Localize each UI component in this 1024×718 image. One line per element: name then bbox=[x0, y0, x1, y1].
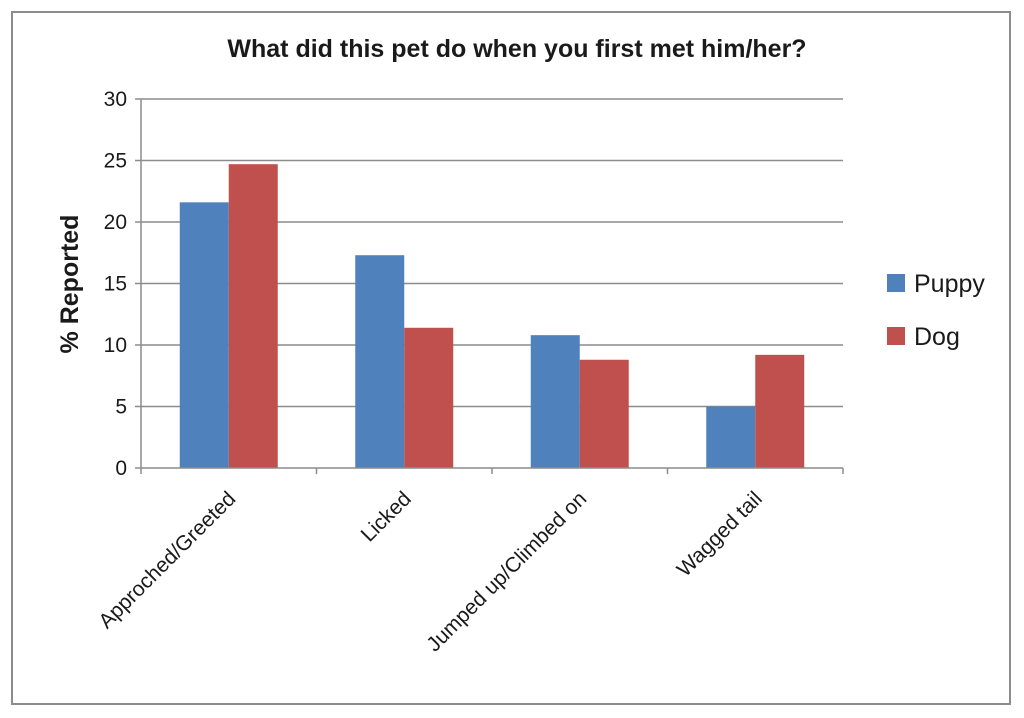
y-tick-label: 15 bbox=[104, 273, 127, 296]
bar-dog bbox=[404, 327, 454, 468]
y-tick-label: 5 bbox=[115, 396, 127, 419]
y-tick-label: 10 bbox=[104, 334, 127, 357]
bar-puppy bbox=[706, 406, 756, 468]
legend-swatch-dog bbox=[887, 327, 905, 345]
bar-dog bbox=[755, 354, 805, 468]
bar-puppy bbox=[179, 202, 229, 468]
legend-label-puppy: Puppy bbox=[914, 270, 985, 298]
axes bbox=[140, 99, 844, 474]
legend-swatch-puppy bbox=[887, 274, 905, 292]
y-tick-label: 0 bbox=[115, 457, 127, 480]
legend: Puppy Dog bbox=[887, 270, 985, 351]
bar-puppy bbox=[530, 335, 580, 468]
x-tick-label: Approched/Greeted bbox=[94, 487, 240, 633]
bar-puppy bbox=[355, 255, 405, 468]
x-tick-labels: Approched/Greeted Licked Jumped up/Climbed… bbox=[94, 487, 766, 656]
chart-frame bbox=[11, 11, 1011, 705]
chart-title: What did this pet do when you first met … bbox=[227, 35, 806, 63]
y-tick-label: 20 bbox=[104, 211, 127, 234]
x-tick-label: Licked bbox=[357, 487, 416, 546]
y-tick-labels: 0 5 10 15 20 25 30 bbox=[104, 88, 127, 480]
bars bbox=[179, 164, 805, 468]
x-tick-label: Jumped up/Climbed on bbox=[422, 487, 591, 656]
y-axis-label: % Reported bbox=[56, 215, 84, 354]
bar-dog bbox=[228, 164, 278, 468]
bar-dog bbox=[579, 359, 629, 468]
x-tick-label: Wagged tail bbox=[673, 487, 767, 581]
y-tick-label: 25 bbox=[104, 150, 127, 173]
legend-label-dog: Dog bbox=[914, 323, 960, 351]
y-tick-label: 30 bbox=[104, 88, 127, 111]
